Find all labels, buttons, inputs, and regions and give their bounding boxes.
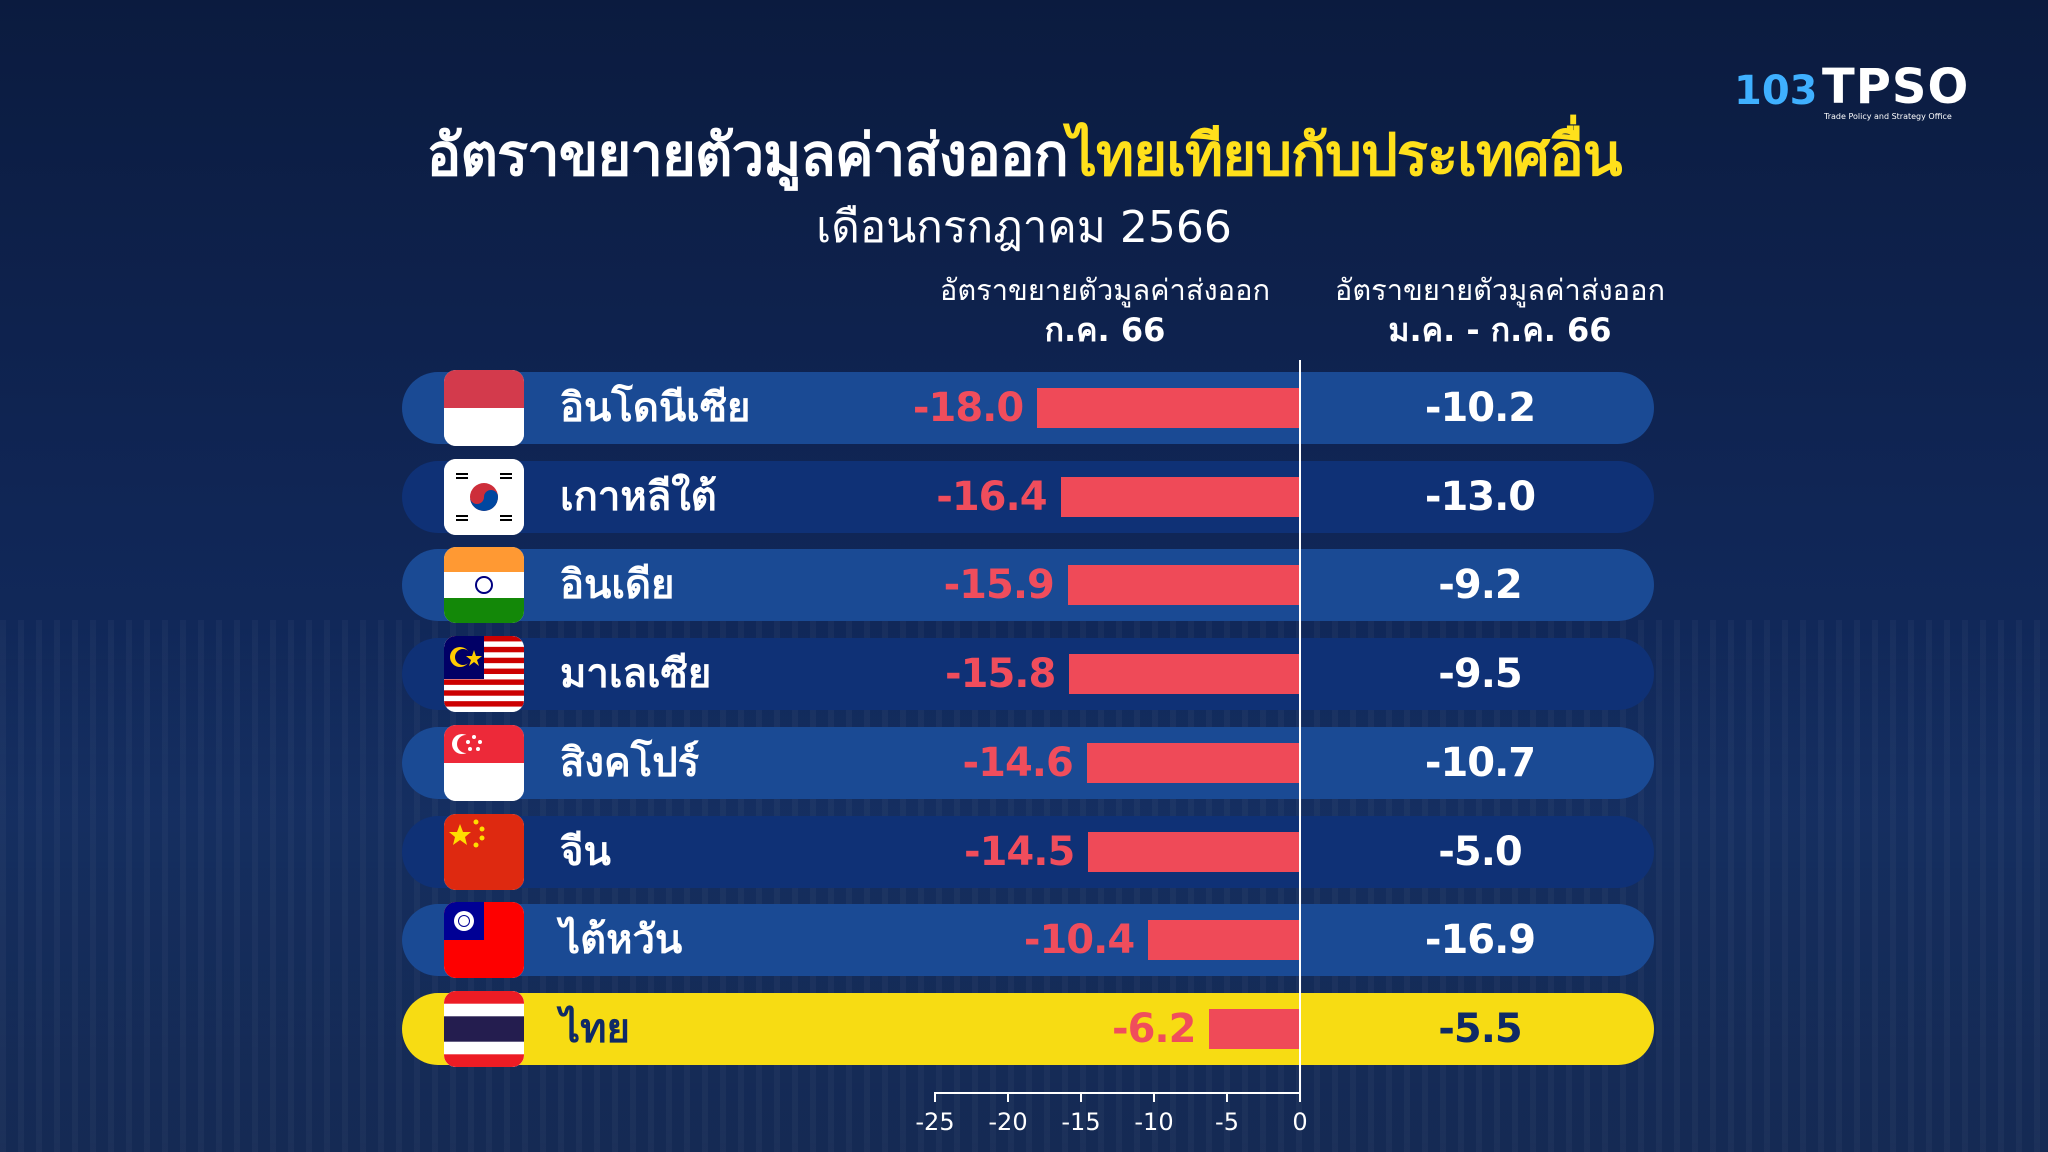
column-header-ytd: อัตราขยายตัวมูลค่าส่งออก ม.ค. - ก.ค. 66	[1300, 270, 1700, 350]
x-tick-mark	[1153, 1092, 1155, 1102]
country-label: จีน	[560, 829, 611, 875]
row-background	[402, 372, 1654, 444]
x-tick-label: -5	[1215, 1108, 1239, 1136]
malaysia-flag	[444, 636, 524, 712]
value-label-monthly: -18.0	[912, 385, 1024, 431]
thailand-flag	[444, 991, 524, 1067]
taiwan-flag	[444, 902, 524, 978]
country-label: ไทย	[560, 1006, 630, 1052]
value-label-monthly: -15.8	[945, 651, 1056, 697]
value-label-monthly: -6.2	[1112, 1006, 1196, 1052]
bar-monthly	[1086, 743, 1300, 783]
country-label: ไต้หวัน	[560, 917, 683, 963]
ministry-103-logo: 103	[1734, 68, 1818, 114]
value-label-monthly: -14.6	[962, 740, 1074, 786]
bar-monthly	[1069, 654, 1300, 694]
country-label: อินโดนีเซีย	[560, 385, 751, 431]
bar-monthly	[1037, 388, 1300, 428]
value-label-ytd: -9.2	[1438, 562, 1522, 608]
tpso-logo: TPSO	[1822, 59, 1970, 115]
value-label-monthly: -10.4	[1023, 917, 1135, 963]
country-label: มาเลเซีย	[560, 651, 712, 697]
x-axis-line	[935, 1092, 1300, 1094]
value-label-ytd: -16.9	[1424, 917, 1536, 963]
value-label-monthly: -16.4	[936, 474, 1047, 520]
row-background	[402, 638, 1654, 710]
x-tick-mark	[1007, 1092, 1009, 1102]
row-background	[402, 549, 1654, 621]
row-background	[402, 816, 1654, 888]
value-label-ytd: -13.0	[1424, 474, 1536, 520]
bar-monthly	[1088, 832, 1300, 872]
value-label-monthly: -14.5	[964, 829, 1075, 875]
value-label-ytd: -10.2	[1424, 385, 1536, 431]
x-tick-mark	[1299, 1092, 1301, 1102]
x-tick-label: -25	[915, 1108, 955, 1136]
value-label-monthly: -15.9	[943, 562, 1055, 608]
row-background	[402, 993, 1654, 1065]
bar-monthly	[1209, 1009, 1300, 1049]
country-label: สิงคโปร์	[560, 740, 700, 786]
column-header-monthly-line2: ก.ค. 66	[1044, 311, 1166, 349]
row-background	[402, 904, 1654, 976]
x-tick-label: 0	[1292, 1108, 1308, 1136]
column-header-ytd-line1: อัตราขยายตัวมูลค่าส่งออก	[1334, 273, 1666, 307]
bar-monthly	[1148, 920, 1300, 960]
tpso-logo-subtext: Trade Policy and Strategy Office	[1824, 112, 1952, 121]
bar-monthly	[1067, 565, 1300, 605]
india-flag	[444, 547, 524, 623]
row-background	[402, 461, 1654, 533]
country-label: เกาหลีใต้	[560, 474, 717, 520]
south-korea-flag	[444, 459, 524, 535]
chart-subtitle: เดือนกรกฎาคม 2566	[816, 202, 1232, 253]
x-tick-label: -15	[1061, 1108, 1101, 1136]
x-tick-label: -10	[1134, 1108, 1174, 1136]
column-header-ytd-line2: ม.ค. - ก.ค. 66	[1388, 311, 1612, 349]
column-header-monthly: อัตราขยายตัวมูลค่าส่งออก ก.ค. 66	[900, 270, 1310, 350]
value-label-ytd: -5.0	[1438, 829, 1522, 875]
title-part-2-highlight: ไทยเทียบกับประเทศอื่น	[1067, 121, 1623, 189]
value-label-ytd: -10.7	[1424, 740, 1536, 786]
china-flag	[444, 814, 524, 890]
value-label-ytd: -9.5	[1438, 651, 1522, 697]
indonesia-flag	[444, 370, 524, 446]
title-part-1: อัตราขยายตัวมูลค่าส่งออก	[426, 121, 1069, 189]
zero-axis-line	[1299, 360, 1301, 1092]
column-header-monthly-line1: อัตราขยายตัวมูลค่าส่งออก	[939, 273, 1271, 307]
value-label-ytd: -5.5	[1438, 1006, 1522, 1052]
country-label: อินเดีย	[560, 562, 675, 608]
singapore-flag	[444, 725, 524, 801]
x-tick-mark	[1226, 1092, 1228, 1102]
chart-title: อัตราขยายตัวมูลค่าส่งออกไทยเทียบกับประเท…	[0, 108, 2048, 201]
x-tick-label: -20	[988, 1108, 1028, 1136]
row-background	[402, 727, 1654, 799]
x-tick-mark	[934, 1092, 936, 1102]
x-tick-mark	[1080, 1092, 1082, 1102]
bar-monthly	[1060, 477, 1300, 517]
